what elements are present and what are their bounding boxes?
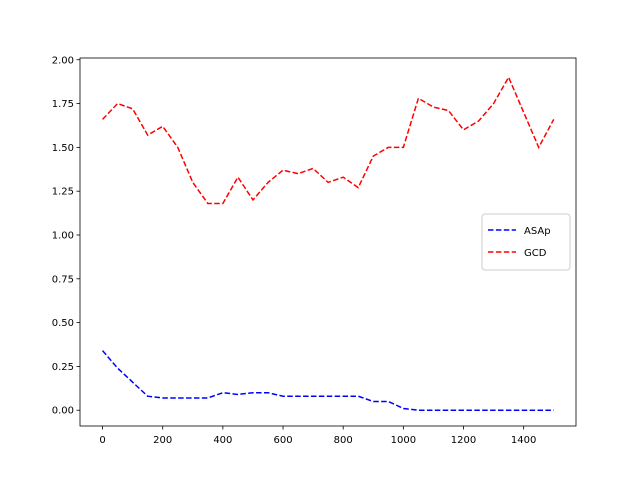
legend-label: GCD [524,248,547,259]
y-tick-label: 1.00 [52,230,74,241]
x-tick-label: 400 [213,435,232,446]
x-tick-label: 1400 [511,435,536,446]
x-tick-label: 1000 [391,435,416,446]
x-tick-label: 200 [153,435,172,446]
x-tick-label: 0 [99,435,105,446]
y-tick-label: 2.00 [52,55,74,66]
y-tick-label: 0.25 [52,362,74,373]
series-line [101,350,554,411]
y-tick-label: 0.50 [52,318,74,329]
series-line [102,75,555,205]
y-tick-label: 1.50 [52,143,74,154]
x-tick-label: 800 [334,435,353,446]
y-tick-label: 1.25 [52,187,74,198]
legend-label: ASAp [524,226,551,237]
x-tick-label: 1200 [451,435,476,446]
y-tick-label: 0.75 [52,274,74,285]
y-tick-label: 0.00 [52,406,74,417]
y-tick-label: 1.75 [52,99,74,110]
plot-frame [79,57,577,427]
legend-box [481,213,571,271]
x-tick-label: 600 [273,435,292,446]
